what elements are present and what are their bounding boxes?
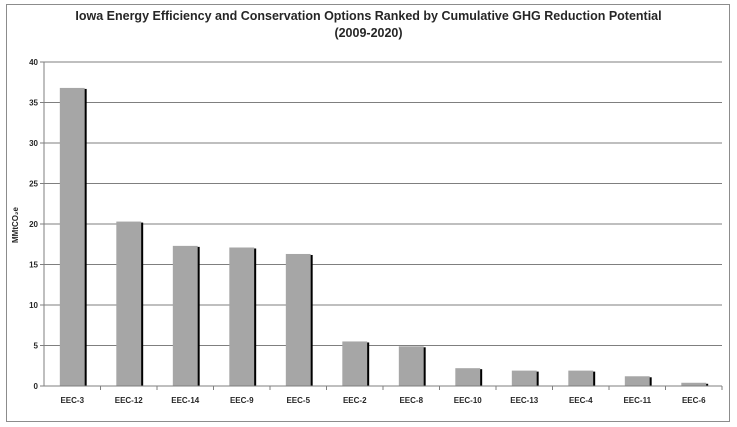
- y-tick-label: 30: [29, 139, 38, 148]
- x-tick-label: EEC-8: [399, 396, 423, 405]
- bar-eec-2: [342, 341, 368, 386]
- bar-eec-3: [59, 87, 85, 387]
- bar-eec-13: [511, 370, 537, 386]
- x-tick-label: EEC-13: [510, 396, 539, 405]
- y-tick-label: 5: [34, 342, 39, 351]
- bar-eec-8: [398, 346, 424, 386]
- y-tick-label: 15: [29, 261, 38, 270]
- x-tick-label: EEC-9: [230, 396, 254, 405]
- y-tick-label: 40: [29, 58, 38, 67]
- bar-eec-5: [285, 253, 311, 386]
- chart-title: Iowa Energy Efficiency and Conservation …: [0, 8, 737, 42]
- axes: 0 5 10 15 20 25 30 35 40 EEC-3 EEC-12 EEC-14 EEC-9 EE…: [29, 58, 723, 405]
- bar-eec-6: [681, 382, 707, 386]
- chart-title-line-1: Iowa Energy Efficiency and Conservation …: [75, 9, 662, 23]
- x-tick-label: EEC-5: [286, 396, 310, 405]
- gridlines: [44, 61, 722, 346]
- x-tick-label: EEC-10: [454, 396, 483, 405]
- x-tick-label: EEC-3: [60, 396, 84, 405]
- bars: [59, 87, 709, 387]
- y-axis-label: MMtCO₂e: [11, 206, 20, 243]
- x-tick-label: EEC-6: [682, 396, 706, 405]
- x-tick-label: EEC-12: [115, 396, 144, 405]
- y-tick-label: 35: [29, 99, 38, 108]
- bar-eec-12: [116, 221, 142, 386]
- x-tick-label: EEC-4: [569, 396, 593, 405]
- bar-eec-9: [229, 247, 255, 386]
- bar-eec-11: [624, 376, 650, 386]
- bar-eec-14: [172, 245, 198, 386]
- y-tick-label: 25: [29, 180, 38, 189]
- bar-eec-10: [455, 368, 481, 386]
- y-tick-label: 10: [29, 301, 38, 310]
- y-tick-label: 20: [29, 220, 38, 229]
- y-tick-label: 0: [34, 382, 39, 391]
- x-tick-label: EEC-11: [623, 396, 651, 405]
- chart-title-line-2: (2009-2020): [334, 26, 403, 40]
- x-tick-label: EEC-14: [171, 396, 200, 405]
- x-tick-label: EEC-2: [343, 396, 367, 405]
- bar-eec-4: [568, 370, 594, 386]
